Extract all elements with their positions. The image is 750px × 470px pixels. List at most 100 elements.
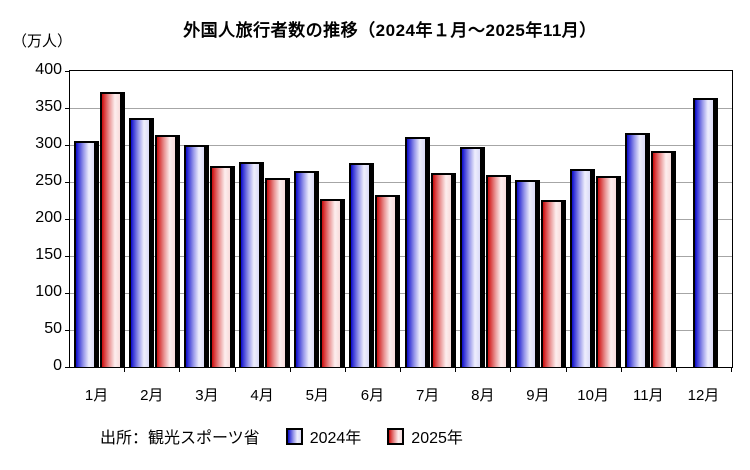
x-tick-mark: [455, 367, 456, 372]
legend-swatch-2024年: [285, 427, 303, 445]
bar-group-5月: [291, 71, 346, 367]
y-axis-label-400: 400: [35, 61, 62, 78]
y-axis-label-350: 350: [35, 98, 62, 115]
gridline: [70, 108, 732, 109]
source-label: 出所：観光スポーツ省: [100, 430, 260, 447]
y-tick-mark: [65, 367, 70, 368]
bar-2024年-7月: [404, 137, 427, 367]
x-tick-mark: [290, 367, 291, 372]
y-axis-label-200: 200: [35, 209, 62, 226]
x-tick-mark: [179, 367, 180, 372]
bars-container: [70, 71, 732, 367]
bar-2024年-6月: [349, 163, 372, 367]
x-tick-mark: [731, 367, 732, 372]
x-axis-label-11月: 11月: [633, 387, 664, 404]
bar-2024年-2月: [128, 118, 151, 367]
y-tick-mark: [65, 219, 70, 220]
y-tick-mark: [65, 182, 70, 183]
bar-group-4月: [236, 71, 291, 367]
y-tick-mark: [65, 71, 70, 72]
bar-2025年-2月: [154, 135, 177, 367]
y-axis-label-0: 0: [53, 357, 62, 374]
bar-group-3月: [180, 71, 235, 367]
bar-2025年-11月: [651, 151, 674, 367]
y-axis-label-100: 100: [35, 283, 62, 300]
y-tick-mark: [65, 293, 70, 294]
y-tick-mark: [65, 256, 70, 257]
bar-2025年-6月: [375, 195, 398, 367]
bar-2025年-8月: [485, 175, 508, 367]
x-tick-mark: [510, 367, 511, 372]
plot-area: [65, 70, 733, 372]
bar-2024年-5月: [294, 171, 317, 367]
legend-swatch-2025年: [387, 427, 405, 445]
x-axis-label-10月: 10月: [577, 387, 609, 404]
x-tick-mark: [566, 367, 567, 372]
x-axis-label-3月: 3月: [195, 387, 219, 404]
x-axis-label-1月: 1月: [84, 387, 109, 404]
bar-2024年-4月: [239, 162, 262, 367]
bar-2025年-9月: [540, 200, 563, 367]
y-axis-label-150: 150: [35, 246, 62, 263]
x-axis-labels: 1月 2月 3月 4月 5月 6月 7月 8月 9月 10月 11月 12月: [69, 386, 731, 406]
x-tick-mark: [345, 367, 346, 372]
bar-2024年-1月: [73, 141, 96, 367]
bar-2024年-3月: [183, 145, 206, 367]
x-tick-mark: [621, 367, 622, 372]
x-axis-label-8月: 8月: [471, 387, 495, 404]
x-axis-label-2月: 2月: [140, 387, 164, 404]
gridline: [70, 330, 732, 331]
footer: 出所：観光スポーツ省 2024年 2025年: [100, 424, 463, 448]
x-tick-mark: [676, 367, 677, 372]
bar-2024年-11月: [625, 133, 648, 367]
y-axis-unit-label: （万人）: [12, 33, 73, 50]
bar-group-7月: [401, 71, 456, 367]
x-axis-label-12月: 12月: [687, 387, 720, 404]
x-axis-label-6月: 6月: [360, 387, 385, 404]
gridline: [70, 256, 732, 257]
bar-group-2月: [125, 71, 180, 367]
y-axis-labels: 400 350 300 250 200 150 100 50 0: [0, 61, 62, 374]
bar-group-8月: [456, 71, 511, 367]
bar-group-10月: [567, 71, 622, 367]
x-axis-label-5月: 5月: [305, 387, 329, 404]
bar-2025年-7月: [430, 173, 453, 367]
bar-2025年-3月: [209, 166, 232, 367]
legend: 2024年 2025年: [285, 424, 463, 448]
y-axis-label-250: 250: [35, 172, 62, 189]
y-axis-label-50: 50: [44, 320, 62, 337]
bar-2025年-1月: [99, 92, 122, 367]
bar-2024年-8月: [459, 147, 482, 367]
bar-2024年-10月: [570, 169, 593, 367]
x-tick-mark: [124, 367, 125, 372]
bar-2024年-9月: [514, 180, 537, 367]
x-tick-mark: [235, 367, 236, 372]
y-axis-label-300: 300: [35, 135, 62, 152]
gridline: [70, 293, 732, 294]
bar-2024年-12月: [693, 98, 716, 367]
chart-title: 外国人旅行者数の推移（2024年１月～2025年11月）: [183, 21, 597, 40]
bar-2025年-5月: [320, 199, 343, 367]
legend-item-2025年: 2025年: [387, 424, 463, 448]
y-tick-mark: [65, 330, 70, 331]
gridline: [70, 219, 732, 220]
x-axis-label-4月: 4月: [250, 387, 274, 404]
legend-item-2024年: 2024年: [285, 424, 362, 448]
bar-group-9月: [511, 71, 566, 367]
bar-group-12月: [677, 71, 732, 367]
y-tick-mark: [65, 108, 70, 109]
bar-2025年-4月: [265, 178, 288, 367]
legend-label-2025年: 2025年: [411, 430, 463, 447]
x-axis-label-7月: 7月: [415, 387, 440, 404]
gridline: [70, 145, 732, 146]
bar-group-6月: [346, 71, 401, 367]
bar-group-11月: [622, 71, 677, 367]
bar-group-1月: [70, 71, 125, 367]
y-tick-mark: [65, 145, 70, 146]
bar-2025年-10月: [596, 176, 619, 367]
gridline: [70, 182, 732, 183]
legend-label-2024年: 2024年: [309, 430, 362, 447]
x-axis-label-9月: 9月: [526, 387, 550, 404]
x-tick-mark: [400, 367, 401, 372]
